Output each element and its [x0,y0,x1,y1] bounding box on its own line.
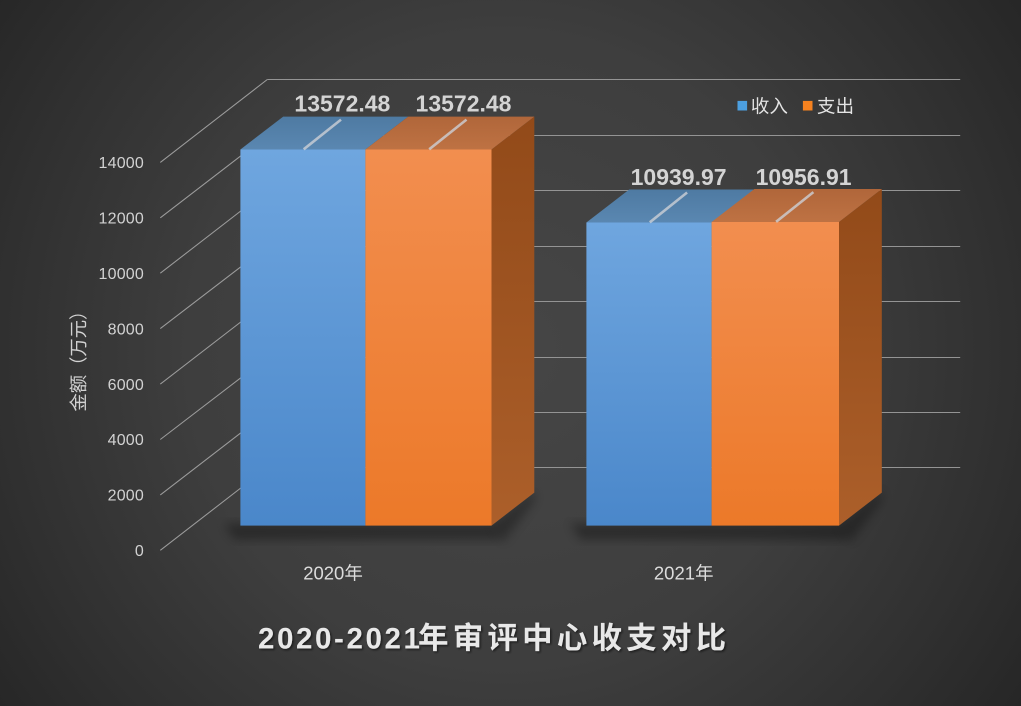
svg-text:10000: 10000 [99,266,145,283]
svg-text:2020: 2020 [303,563,344,584]
svg-text:13572.48: 13572.48 [294,91,390,117]
svg-text:12000: 12000 [99,211,145,228]
svg-text:10956.91: 10956.91 [756,164,852,190]
svg-text:2020-2021: 2020-2021 [258,622,422,655]
svg-text:2021: 2021 [654,563,695,584]
svg-text:14000: 14000 [99,155,145,172]
svg-text:6000: 6000 [108,377,144,394]
svg-text:10939.97: 10939.97 [631,164,727,190]
svg-text:2000: 2000 [108,488,144,505]
svg-text:4000: 4000 [108,432,144,449]
svg-text:0: 0 [135,543,144,560]
svg-text:8000: 8000 [108,321,144,338]
svg-text:13572.48: 13572.48 [416,91,512,117]
